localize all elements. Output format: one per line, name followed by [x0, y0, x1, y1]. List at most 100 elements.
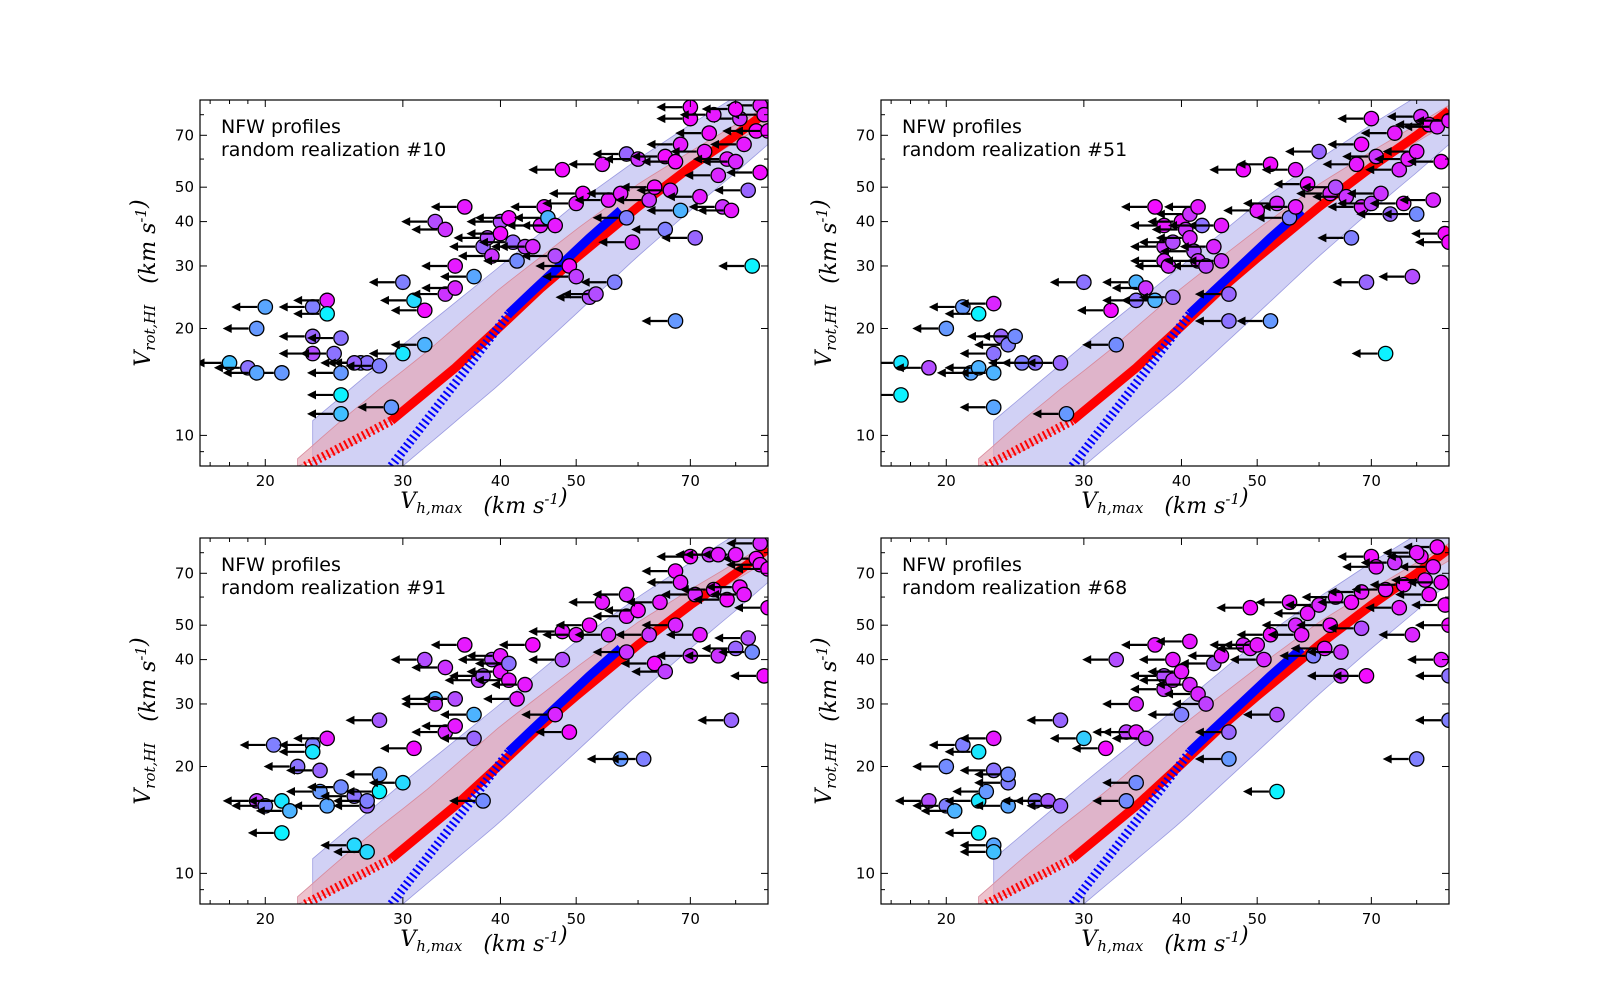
- annotation-line-2: random realization #91: [221, 577, 446, 599]
- arrow-head: [247, 828, 257, 838]
- arrow-head: [1032, 409, 1042, 419]
- arrow-head: [1092, 727, 1102, 737]
- y-tick-label: 20: [175, 319, 194, 337]
- point-marker: [641, 626, 658, 643]
- arrow-head: [239, 740, 249, 750]
- y-tick-label: 40: [175, 213, 194, 231]
- arrow-head: [306, 333, 316, 343]
- point-marker: [466, 706, 482, 723]
- x-tick-label: 70: [681, 910, 700, 928]
- data-point: [1382, 544, 1425, 561]
- point-marker: [667, 313, 684, 329]
- data-point: [1306, 667, 1349, 684]
- arrow-head: [1378, 630, 1388, 640]
- point-marker: [319, 797, 335, 814]
- arrow-head: [449, 242, 459, 252]
- data-point: [440, 268, 482, 285]
- arrow-head: [697, 715, 707, 725]
- arrow-head: [734, 126, 743, 136]
- y-tick-label: 20: [856, 319, 875, 337]
- arrow-head: [306, 390, 316, 400]
- point-marker: [1128, 696, 1145, 712]
- arrow-head: [592, 213, 602, 223]
- data-point: [641, 153, 684, 170]
- arrow-head: [542, 630, 552, 640]
- data-point: [1194, 286, 1237, 302]
- arrow-head: [483, 256, 493, 266]
- point-marker: [1281, 594, 1298, 611]
- point-marker: [985, 843, 1002, 860]
- data-point: [430, 199, 473, 215]
- arrow-head: [1216, 603, 1226, 613]
- data-point: [1194, 724, 1237, 740]
- arrow-head: [718, 261, 728, 271]
- arrow-head: [734, 603, 743, 613]
- arrow-head: [498, 640, 508, 650]
- data-point: [1138, 651, 1181, 668]
- arrow-head: [1159, 246, 1169, 256]
- y-tick-label: 10: [856, 426, 875, 444]
- data-point: [1216, 599, 1259, 616]
- data-point: [483, 691, 525, 707]
- y-tick-label: 20: [856, 757, 875, 775]
- point-marker: [447, 718, 464, 734]
- arrow-head: [1155, 636, 1165, 646]
- arrow-head: [421, 694, 431, 704]
- data-point: [1261, 161, 1304, 178]
- arrow-head: [631, 152, 641, 162]
- point-marker: [727, 546, 744, 563]
- arrow-head: [345, 715, 355, 725]
- y-tick-label: 30: [856, 257, 875, 275]
- point-marker: [1316, 640, 1333, 657]
- arrow-head: [320, 358, 330, 368]
- arrow-head: [513, 213, 523, 223]
- arrow-head: [675, 128, 685, 138]
- data-point: [646, 574, 689, 591]
- data-point: [718, 644, 761, 660]
- point-marker: [752, 538, 768, 552]
- point-marker: [657, 221, 674, 238]
- point-marker: [1343, 229, 1360, 246]
- x-tick-label: 70: [681, 472, 700, 490]
- arrow-head: [1138, 292, 1148, 302]
- data-point: [498, 637, 541, 653]
- axis-ticks: 20 30 40 50 70 10 20 30 40 50 70: [856, 538, 1449, 928]
- arrow-head: [867, 358, 876, 367]
- point-marker: [265, 737, 282, 753]
- data-point: [483, 253, 525, 269]
- point-marker: [1052, 712, 1069, 729]
- arrow-head: [401, 217, 411, 227]
- point-marker: [1404, 626, 1421, 643]
- arrow-head: [1102, 295, 1112, 305]
- data-point: [1285, 143, 1327, 160]
- annotation-line-1: NFW profiles: [902, 554, 1022, 576]
- arrow-head: [1151, 225, 1161, 235]
- point-marker: [1408, 143, 1425, 160]
- arrow-head: [306, 782, 316, 792]
- arrow-head: [1317, 233, 1327, 243]
- arrow-head: [1365, 603, 1375, 613]
- data-point: [1382, 751, 1425, 767]
- point-marker: [1343, 594, 1360, 611]
- arrow-head: [620, 182, 630, 192]
- arrow-head: [1001, 358, 1011, 368]
- arrow-head: [1415, 715, 1424, 725]
- arrow-head: [944, 363, 954, 373]
- point-marker: [1108, 651, 1125, 668]
- data-point: [1317, 229, 1360, 246]
- data-point: [665, 626, 708, 643]
- arrow-head: [1306, 647, 1316, 657]
- data-point: [1121, 199, 1163, 215]
- data-point: [306, 405, 349, 422]
- point-marker: [1293, 626, 1310, 643]
- data-point: [1312, 188, 1355, 205]
- data-point: [1415, 112, 1449, 129]
- arrow-head: [548, 188, 558, 198]
- point-marker: [1262, 313, 1279, 329]
- point-marker: [1327, 179, 1344, 196]
- data-point: [1378, 268, 1421, 285]
- arrow-head: [912, 801, 922, 811]
- arrow-head: [368, 778, 378, 788]
- arrow-head: [1194, 727, 1204, 737]
- data-point: [1194, 751, 1237, 767]
